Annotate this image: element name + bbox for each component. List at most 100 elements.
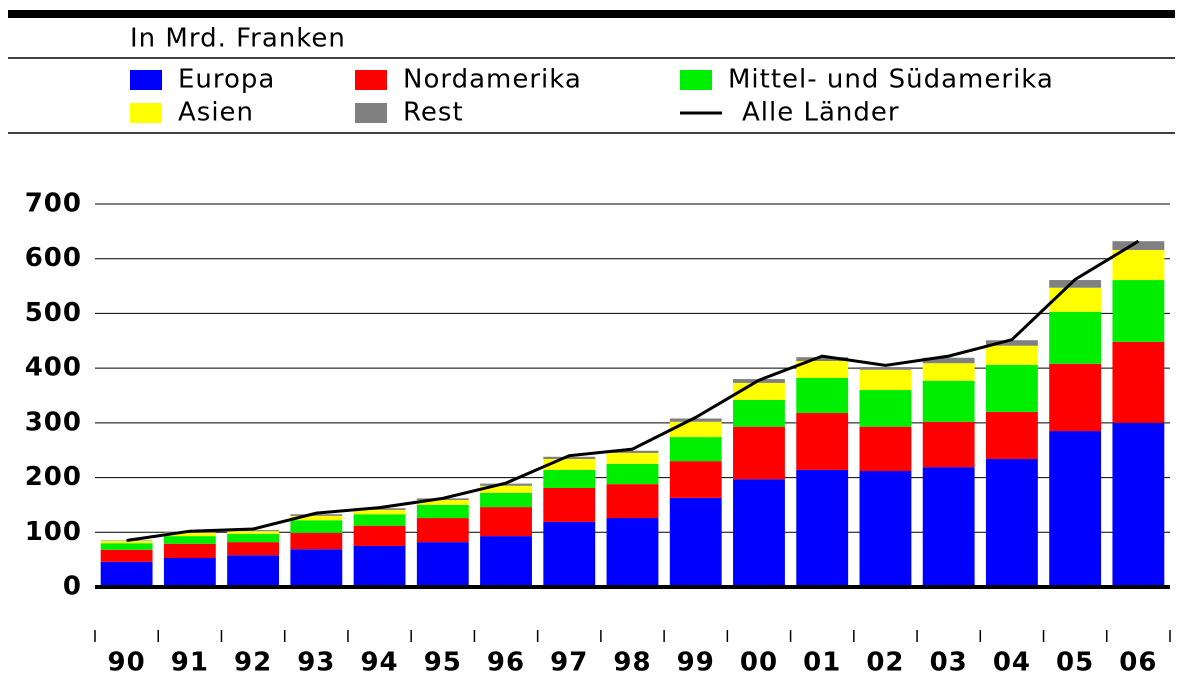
bar-segment <box>290 532 343 550</box>
bar-segment <box>669 437 722 462</box>
x-tick-label: 92 <box>234 648 272 676</box>
bar-segment <box>1112 241 1165 250</box>
bar-segment <box>985 364 1038 412</box>
legend-label: Europa <box>178 65 275 95</box>
bar-segment <box>669 421 722 438</box>
x-tick-label: 91 <box>171 648 209 676</box>
bar-segment <box>543 456 596 459</box>
y-tick-label: 300 <box>25 407 82 437</box>
x-tick-label: 96 <box>487 648 525 676</box>
bar-segment <box>922 357 975 364</box>
bar-segment <box>100 540 153 542</box>
x-tick-label: 00 <box>740 648 778 676</box>
legend-label: Asien <box>178 98 254 128</box>
top-rule <box>8 10 1175 18</box>
bar-segment <box>543 458 596 470</box>
bar-segment <box>227 542 280 556</box>
bar-segment <box>480 483 532 486</box>
bar-segment <box>1049 280 1102 288</box>
bar-segment <box>480 536 532 587</box>
bar-segment <box>733 426 785 480</box>
bar-segment <box>100 543 153 550</box>
y-tick-label: 700 <box>25 189 82 219</box>
legend-swatch <box>130 70 162 90</box>
bar-segment <box>290 514 343 516</box>
subtitle: In Mrd. Franken <box>130 24 346 54</box>
bar-segment <box>859 390 912 427</box>
bar-segment <box>227 533 280 543</box>
y-tick-label: 400 <box>25 353 82 383</box>
bar-segment <box>669 461 722 498</box>
bar-segment <box>163 536 216 544</box>
bar-segment <box>100 541 153 544</box>
x-tick-label: 06 <box>1119 648 1157 676</box>
bar-segment <box>796 357 849 362</box>
bar-segment <box>985 411 1038 459</box>
bar-segment <box>1112 249 1165 281</box>
y-tick-label: 0 <box>63 572 82 602</box>
bar-segment <box>353 514 406 526</box>
y-tick-label: 100 <box>25 517 82 547</box>
bar-segment <box>859 471 912 587</box>
x-tick-label: 98 <box>613 648 651 676</box>
bar-segment <box>290 520 343 533</box>
bar-segment <box>480 485 532 493</box>
bar-segment <box>922 467 975 587</box>
bar-segment <box>1049 311 1102 364</box>
bar-segment <box>353 545 406 587</box>
x-tick-label: 94 <box>360 648 398 676</box>
bar-segment <box>227 530 280 532</box>
bar-segment <box>733 479 785 587</box>
bar-segment <box>606 518 659 587</box>
bar-segment <box>1049 287 1102 312</box>
legend-swatch <box>680 70 712 90</box>
bar-segment <box>985 345 1038 365</box>
bar-segment <box>416 500 469 505</box>
bar-segment <box>922 380 975 422</box>
bar-segment <box>606 463 659 485</box>
legend-swatch <box>355 70 387 90</box>
legend-swatch <box>355 103 387 123</box>
bar-segment <box>543 521 596 587</box>
bar-segment <box>543 487 596 522</box>
bar-segment <box>796 361 849 378</box>
bar-segment <box>353 525 406 546</box>
legend-label: Alle Länder <box>742 98 900 128</box>
bar-segment <box>859 426 912 472</box>
bar-segment <box>985 458 1038 587</box>
bar-segment <box>922 421 975 468</box>
bar-segment <box>163 543 216 559</box>
bar-segment <box>1112 280 1165 342</box>
bar-segment <box>733 399 785 427</box>
bar-segment <box>353 509 406 515</box>
legend-label: Nordamerika <box>403 65 582 95</box>
bar-segment <box>227 555 280 587</box>
legend-swatch <box>130 103 162 123</box>
bar-segment <box>1112 341 1165 423</box>
x-tick-label: 05 <box>1056 648 1094 676</box>
bar-segment <box>416 504 469 519</box>
bar-segment <box>1112 422 1165 587</box>
bar-segment <box>163 532 216 537</box>
y-tick-label: 500 <box>25 298 82 328</box>
x-tick-label: 02 <box>866 648 904 676</box>
bar-segment <box>543 469 596 488</box>
legend-label: Mittel- und Südamerika <box>728 65 1054 95</box>
bar-segment <box>859 369 912 391</box>
bar-segment <box>796 469 849 587</box>
x-tick-label: 95 <box>424 648 462 676</box>
bar-segment <box>227 531 280 534</box>
bar-segment <box>100 561 153 587</box>
y-tick-label: 600 <box>25 243 82 273</box>
bar-segment <box>985 340 1038 346</box>
bar-segment <box>796 413 849 470</box>
bar-segment <box>606 484 659 519</box>
bar-segment <box>290 515 343 521</box>
x-tick-label: 01 <box>803 648 841 676</box>
bar-segment <box>416 542 469 587</box>
bar-segment <box>416 518 469 543</box>
bar-segment <box>480 507 532 537</box>
legend-label: Rest <box>403 98 464 128</box>
bar-segment <box>1049 363 1102 432</box>
